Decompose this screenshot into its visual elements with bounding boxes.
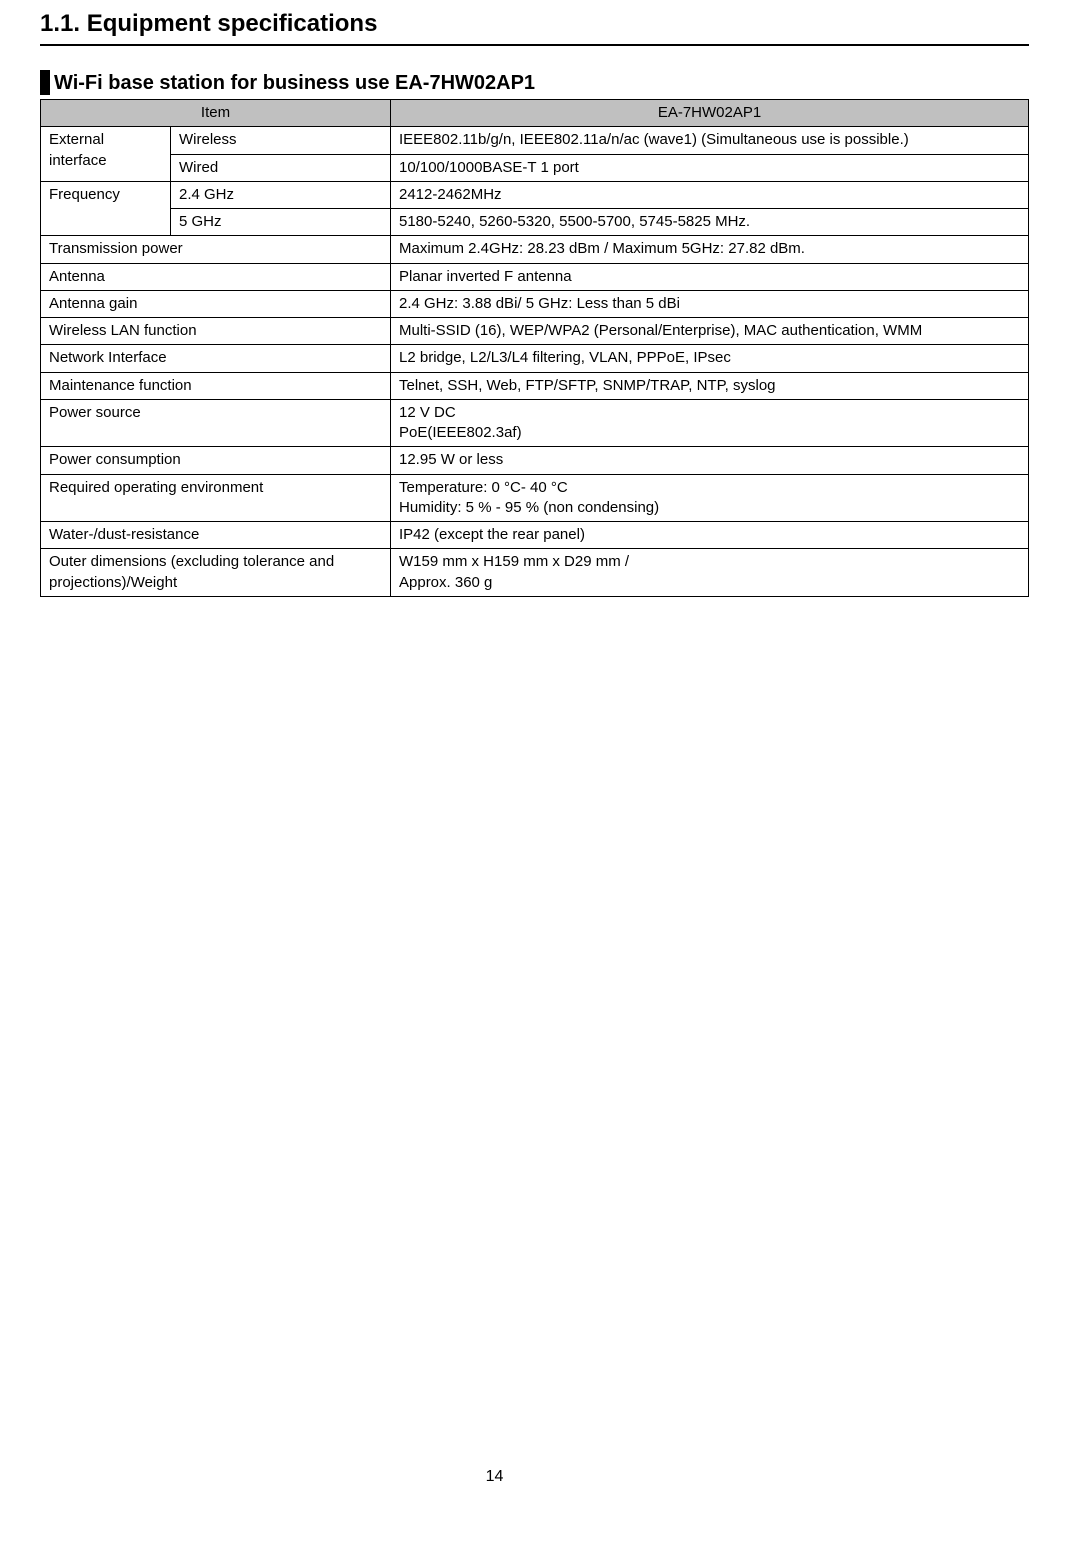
cell-power-src: Power source bbox=[41, 399, 391, 447]
cell-antenna-gain-val: 2.4 GHz: 3.88 dBi/ 5 GHz: Less than 5 dB… bbox=[391, 290, 1029, 317]
table-header-row: Item EA-7HW02AP1 bbox=[41, 100, 1029, 127]
table-row: Frequency 2.4 GHz 2412-2462MHz bbox=[41, 181, 1029, 208]
cell-env-val: Temperature: 0 °C- 40 °CHumidity: 5 % - … bbox=[391, 474, 1029, 522]
table-row: Antenna gain 2.4 GHz: 3.88 dBi/ 5 GHz: L… bbox=[41, 290, 1029, 317]
cell-power-cons-val: 12.95 W or less bbox=[391, 447, 1029, 474]
cell-antenna: Antenna bbox=[41, 263, 391, 290]
table-row: External interface Wireless IEEE802.11b/… bbox=[41, 127, 1029, 154]
page-number: 14 bbox=[40, 1468, 949, 1486]
cell-freq: Frequency bbox=[41, 181, 171, 236]
table-row: 5 GHz 5180-5240, 5260-5320, 5500-5700, 5… bbox=[41, 209, 1029, 236]
cell-ext-if-wireless: Wireless bbox=[171, 127, 391, 154]
cell-tx-power: Transmission power bbox=[41, 236, 391, 263]
table-row: Wired 10/100/1000BASE-T 1 port bbox=[41, 154, 1029, 181]
cell-wlan-func: Wireless LAN function bbox=[41, 318, 391, 345]
cell-freq-5-val: 5180-5240, 5260-5320, 5500-5700, 5745-58… bbox=[391, 209, 1029, 236]
cell-ext-if-wired-val: 10/100/1000BASE-T 1 port bbox=[391, 154, 1029, 181]
cell-maint-val: Telnet, SSH, Web, FTP/SFTP, SNMP/TRAP, N… bbox=[391, 372, 1029, 399]
sub-heading-row: Wi-Fi base station for business use EA-7… bbox=[40, 70, 1029, 95]
cell-power-src-val: 12 V DCPoE(IEEE802.3af) bbox=[391, 399, 1029, 447]
cell-antenna-val: Planar inverted F antenna bbox=[391, 263, 1029, 290]
col-header-item: Item bbox=[41, 100, 391, 127]
sub-heading: Wi-Fi base station for business use EA-7… bbox=[54, 70, 535, 95]
cell-net-if: Network Interface bbox=[41, 345, 391, 372]
table-row: Outer dimensions (excluding tolerance an… bbox=[41, 549, 1029, 597]
table-row: Maintenance function Telnet, SSH, Web, F… bbox=[41, 372, 1029, 399]
table-row: Network Interface L2 bridge, L2/L3/L4 fi… bbox=[41, 345, 1029, 372]
cell-power-cons: Power consumption bbox=[41, 447, 391, 474]
cell-ip-val: IP42 (except the rear panel) bbox=[391, 522, 1029, 549]
col-header-model: EA-7HW02AP1 bbox=[391, 100, 1029, 127]
table-row: Wireless LAN function Multi-SSID (16), W… bbox=[41, 318, 1029, 345]
cell-antenna-gain: Antenna gain bbox=[41, 290, 391, 317]
cell-maint: Maintenance function bbox=[41, 372, 391, 399]
cell-wlan-func-val: Multi-SSID (16), WEP/WPA2 (Personal/Ente… bbox=[391, 318, 1029, 345]
table-row: Required operating environment Temperatu… bbox=[41, 474, 1029, 522]
table-row: Water-/dust-resistance IP42 (except the … bbox=[41, 522, 1029, 549]
cell-ext-if-wireless-val: IEEE802.11b/g/n, IEEE802.11a/n/ac (wave1… bbox=[391, 127, 1029, 154]
cell-dim: Outer dimensions (excluding tolerance an… bbox=[41, 549, 391, 597]
cell-env: Required operating environment bbox=[41, 474, 391, 522]
cell-tx-power-val: Maximum 2.4GHz: 28.23 dBm / Maximum 5GHz… bbox=[391, 236, 1029, 263]
cell-freq-24-val: 2412-2462MHz bbox=[391, 181, 1029, 208]
cell-dim-val: W159 mm x H159 mm x D29 mm /Approx. 360 … bbox=[391, 549, 1029, 597]
cell-ext-if-wired: Wired bbox=[171, 154, 391, 181]
cell-ext-if: External interface bbox=[41, 127, 171, 182]
sub-heading-bar-icon bbox=[40, 70, 50, 95]
cell-ip: Water-/dust-resistance bbox=[41, 522, 391, 549]
cell-freq-5: 5 GHz bbox=[171, 209, 391, 236]
spec-table: Item EA-7HW02AP1 External interface Wire… bbox=[40, 99, 1029, 597]
cell-net-if-val: L2 bridge, L2/L3/L4 filtering, VLAN, PPP… bbox=[391, 345, 1029, 372]
table-row: Antenna Planar inverted F antenna bbox=[41, 263, 1029, 290]
table-row: Power consumption 12.95 W or less bbox=[41, 447, 1029, 474]
cell-freq-24: 2.4 GHz bbox=[171, 181, 391, 208]
section-heading: 1.1. Equipment specifications bbox=[40, 10, 1029, 46]
table-row: Power source 12 V DCPoE(IEEE802.3af) bbox=[41, 399, 1029, 447]
table-row: Transmission power Maximum 2.4GHz: 28.23… bbox=[41, 236, 1029, 263]
